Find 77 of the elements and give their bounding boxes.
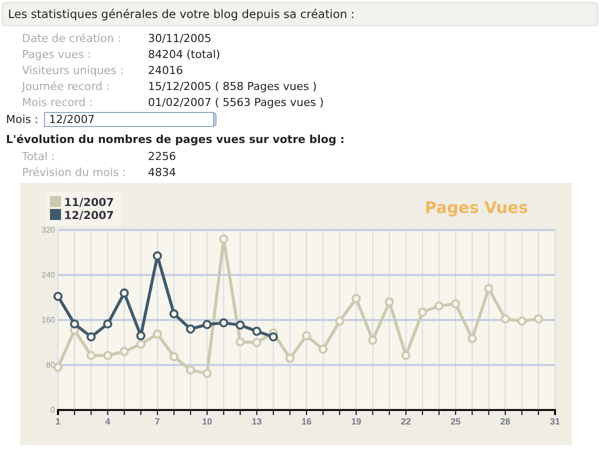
point <box>434 301 444 310</box>
point <box>401 350 410 360</box>
y-tick-label: 160 <box>42 316 56 325</box>
point <box>302 331 312 340</box>
point <box>86 332 96 342</box>
text: Total : <box>22 150 55 163</box>
text: 15/12/2005 ( 858 Pages vues ) <box>148 80 317 93</box>
text: Pages vues : <box>22 48 92 61</box>
text: L'évolution du nombres de pages vues sur votre blog : <box>6 133 345 146</box>
x-tick-label: 7 <box>154 416 160 426</box>
point <box>186 324 196 334</box>
x-tick-label: 22 <box>400 416 411 426</box>
text: Visiteurs uniques : <box>22 64 124 77</box>
point <box>517 316 526 326</box>
text: 12/2007 <box>44 112 214 127</box>
point <box>484 284 494 294</box>
point <box>202 368 212 378</box>
x-tick-label: 1 <box>55 416 61 426</box>
x-tick-label: 28 <box>500 416 510 426</box>
point <box>451 299 460 308</box>
x-tick-label: 31 <box>550 416 560 426</box>
point <box>169 309 179 318</box>
point <box>120 346 129 356</box>
point <box>268 332 278 342</box>
text: 01/02/2007 ( 5563 Pages vues ) <box>148 96 324 109</box>
point <box>236 337 245 346</box>
point <box>236 320 245 330</box>
text: Mois record : <box>22 96 93 109</box>
point <box>252 326 262 336</box>
x-tick-label: 19 <box>351 416 362 426</box>
text: 30/11/2005 <box>148 32 212 45</box>
point <box>120 288 129 298</box>
chart-title: Pages Vues <box>424 198 528 217</box>
x-tick-label: 25 <box>450 416 461 426</box>
point <box>152 330 162 339</box>
text: Prévision du mois : <box>22 166 126 179</box>
text: Date de création : <box>22 32 122 45</box>
legend-label: 11/2007 <box>64 196 114 209</box>
point <box>103 350 112 360</box>
point <box>186 366 196 375</box>
point <box>384 297 394 307</box>
y-tick-label: 240 <box>42 270 56 280</box>
text: 84204 (total) <box>148 48 220 61</box>
point <box>219 318 228 328</box>
text: 4834 <box>148 166 176 179</box>
x-tick-label: 13 <box>252 416 262 426</box>
legend-label: 12/2007 <box>64 209 114 222</box>
y-tick-label: 320 <box>42 226 56 235</box>
point <box>136 331 146 340</box>
text: Mois : <box>6 113 38 126</box>
point <box>70 319 80 328</box>
point <box>285 354 294 363</box>
point <box>169 352 179 362</box>
point <box>368 336 378 345</box>
y-tick-label: 0 <box>50 406 56 415</box>
text: 2256 <box>148 150 176 163</box>
point <box>103 319 112 328</box>
point <box>219 234 228 244</box>
x-tick-label: 16 <box>301 416 312 426</box>
point <box>53 292 63 301</box>
point <box>252 338 262 348</box>
point <box>500 314 510 324</box>
point <box>468 334 477 344</box>
point <box>86 350 96 360</box>
text: Journée record : <box>22 80 110 93</box>
point <box>136 340 146 349</box>
point <box>418 308 428 317</box>
point <box>335 316 344 326</box>
point <box>318 344 328 354</box>
text: 24016 <box>148 64 183 77</box>
point <box>202 320 212 330</box>
point <box>534 314 543 324</box>
text: Les statistiques générales de votre blog depuis sa création : <box>2 2 598 26</box>
x-tick-label: 10 <box>202 416 212 426</box>
point <box>152 251 162 260</box>
x-tick-label: 4 <box>105 416 110 426</box>
point <box>352 294 361 304</box>
